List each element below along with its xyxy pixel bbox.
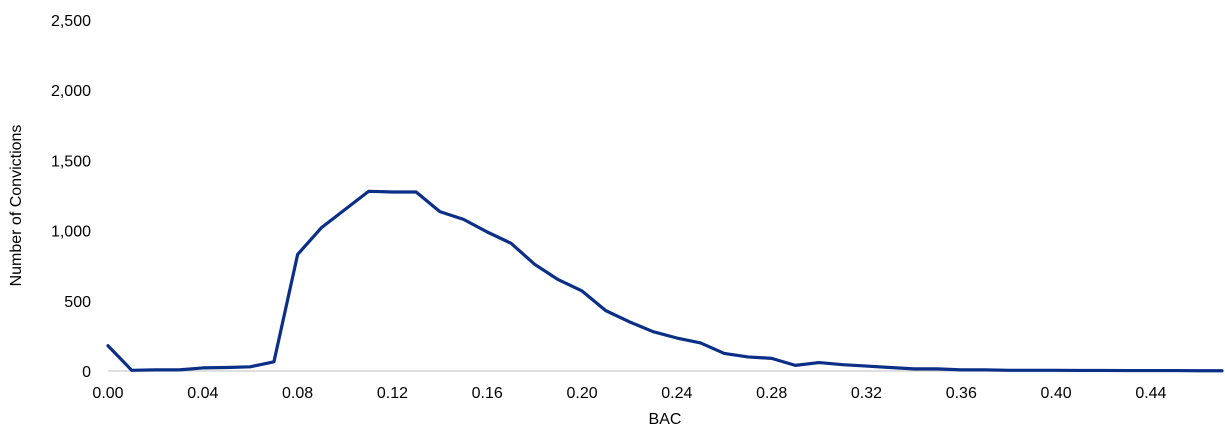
y-tick-label: 500 xyxy=(64,294,91,311)
x-tick-label: 0.36 xyxy=(946,385,977,402)
x-tick-label: 0.12 xyxy=(377,385,408,402)
x-tick-label: 0.00 xyxy=(92,385,123,402)
y-tick-label: 1,000 xyxy=(51,224,91,241)
y-axis-ticks: 0 500 1,000 1,500 2,000 2,500 xyxy=(51,13,91,381)
x-tick-label: 0.08 xyxy=(282,385,313,402)
x-tick-label: 0.20 xyxy=(566,385,597,402)
y-tick-label: 1,500 xyxy=(51,153,91,170)
x-tick-label: 0.04 xyxy=(187,385,218,402)
x-tick-label: 0.44 xyxy=(1135,385,1166,402)
y-tick-label: 2,000 xyxy=(51,83,91,100)
x-axis-title: BAC xyxy=(649,411,682,428)
y-tick-label: 2,500 xyxy=(51,13,91,30)
x-tick-label: 0.40 xyxy=(1041,385,1072,402)
x-tick-label: 0.24 xyxy=(661,385,692,402)
y-tick-label: 0 xyxy=(82,364,91,381)
series-group xyxy=(106,189,1224,373)
series-line xyxy=(106,189,1224,373)
x-axis-ticks: 0.00 0.04 0.08 0.12 0.16 0.20 0.24 0.28 0.32 0.36… xyxy=(92,385,1166,402)
x-tick-label: 0.16 xyxy=(472,385,503,402)
x-tick-label: 0.28 xyxy=(756,385,787,402)
y-axis-title: Number of Convictions xyxy=(8,125,25,287)
x-tick-label: 0.32 xyxy=(851,385,882,402)
